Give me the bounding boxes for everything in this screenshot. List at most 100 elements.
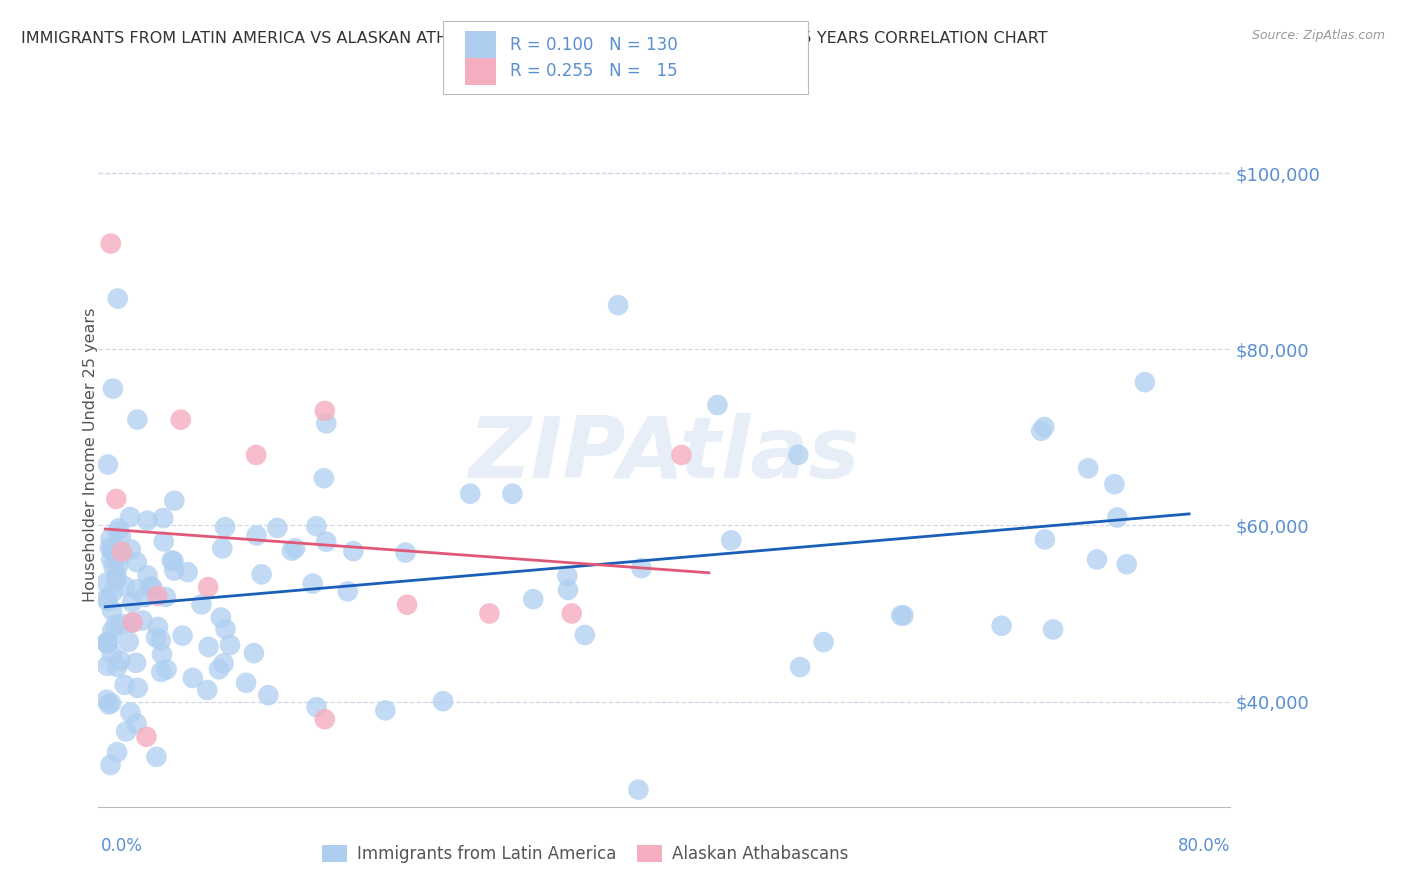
Point [501, 487, 523, 501]
Point [105, 660, 128, 674]
Point [1077, 461, 1099, 475]
Point [250, 567, 273, 582]
Point [101, 624, 124, 638]
Point [301, 576, 323, 591]
Point [195, 683, 218, 698]
Point [105, 573, 128, 587]
Point [149, 633, 172, 648]
Point [96, 692, 118, 706]
Point [107, 521, 129, 535]
Point [314, 712, 336, 726]
Text: R = 0.255   N =   15: R = 0.255 N = 15 [510, 62, 678, 80]
Point [266, 521, 288, 535]
Point [1107, 510, 1129, 524]
Point [96, 635, 118, 649]
Point [305, 519, 328, 533]
Point [101, 603, 124, 617]
Point [114, 678, 136, 692]
Point [96, 658, 118, 673]
Point [170, 412, 193, 427]
Point [100, 696, 122, 710]
Point [315, 534, 337, 549]
Point [214, 520, 236, 534]
Point [145, 749, 167, 764]
Text: R = 0.100   N = 130: R = 0.100 N = 130 [510, 36, 678, 54]
Legend: Immigrants from Latin America, Alaskan Athabascans: Immigrants from Latin America, Alaskan A… [315, 838, 855, 870]
Point [145, 631, 167, 645]
Point [150, 665, 173, 679]
Point [813, 635, 835, 649]
Point [394, 546, 416, 560]
Point [97, 594, 120, 608]
Point [607, 298, 630, 312]
Point [163, 564, 186, 578]
Point [136, 514, 159, 528]
Text: ZIPAtlas: ZIPAtlas [468, 413, 860, 497]
Point [107, 558, 129, 573]
Point [120, 706, 142, 720]
Point [561, 607, 583, 621]
Point [134, 590, 156, 604]
Point [522, 592, 544, 607]
Point [105, 568, 128, 582]
Point [105, 491, 128, 506]
Point [235, 676, 257, 690]
Point [101, 545, 124, 559]
Point [574, 628, 596, 642]
Point [125, 716, 148, 731]
Point [1104, 477, 1126, 491]
Point [630, 561, 652, 575]
Point [121, 615, 143, 630]
Point [181, 671, 204, 685]
Point [315, 417, 337, 431]
Y-axis label: Householder Income Under 25 years: Householder Income Under 25 years [83, 308, 97, 602]
Point [131, 614, 153, 628]
Point [98, 541, 121, 555]
Point [155, 663, 177, 677]
Text: 80.0%: 80.0% [1178, 837, 1230, 855]
Point [101, 585, 124, 599]
Point [212, 657, 235, 671]
Point [127, 681, 149, 695]
Point [245, 528, 267, 542]
Point [208, 662, 231, 676]
Point [110, 654, 132, 668]
Point [121, 615, 143, 630]
Point [890, 608, 912, 623]
Point [1115, 558, 1137, 572]
Point [101, 542, 124, 557]
Point [96, 591, 118, 606]
Point [141, 581, 163, 595]
Point [671, 448, 693, 462]
Point [100, 647, 122, 661]
Point [374, 703, 396, 717]
Point [104, 618, 127, 632]
Point [152, 511, 174, 525]
Point [342, 544, 364, 558]
Point [125, 656, 148, 670]
Point [243, 646, 266, 660]
Point [305, 700, 328, 714]
Point [432, 694, 454, 708]
Point [458, 486, 481, 500]
Point [121, 595, 143, 609]
Point [281, 543, 304, 558]
Point [720, 533, 742, 548]
Point [118, 635, 141, 649]
Point [100, 236, 122, 251]
Point [100, 758, 122, 772]
Point [110, 616, 132, 631]
Point [146, 589, 169, 603]
Point [789, 660, 811, 674]
Point [120, 542, 142, 557]
Text: Source: ZipAtlas.com: Source: ZipAtlas.com [1251, 29, 1385, 42]
Point [97, 698, 120, 712]
Point [257, 688, 280, 702]
Point [1031, 424, 1053, 438]
Point [219, 638, 242, 652]
Point [139, 580, 162, 594]
Point [787, 448, 810, 462]
Point [162, 554, 184, 568]
Point [111, 547, 134, 561]
Point [136, 568, 159, 582]
